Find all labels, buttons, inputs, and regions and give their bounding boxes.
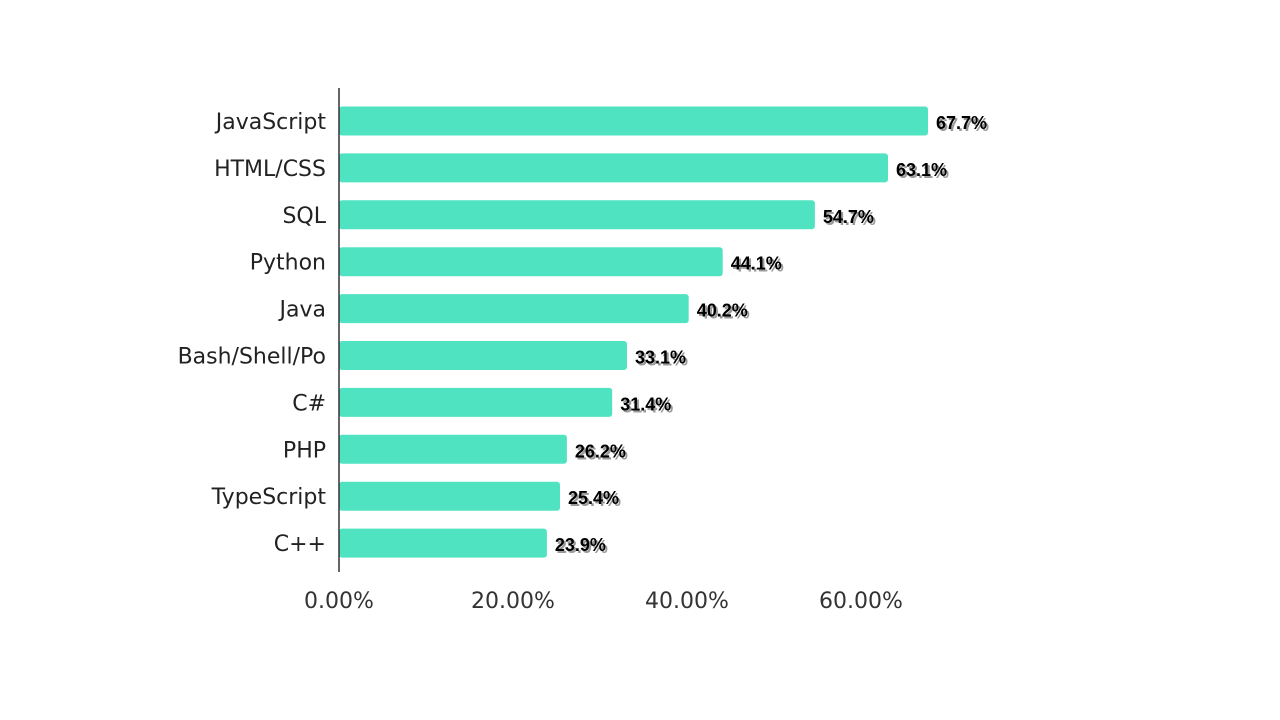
value-label-shadow: 40.2%	[699, 303, 750, 323]
value-label: 33.1%	[635, 348, 686, 368]
value-label-shadow: 54.7%	[825, 209, 876, 229]
category-labels: JavaScript HTML/CSS SQL Python Java Bash/Shel…	[178, 110, 327, 557]
bar-sql	[339, 200, 815, 230]
bar-c	[339, 528, 547, 558]
value-label: 44.1%	[731, 254, 782, 274]
category-label: Python	[250, 251, 326, 276]
x-tick-label: 0.00%	[304, 589, 374, 614]
bars-layer	[339, 106, 928, 558]
category-label: C++	[274, 532, 326, 557]
x-tick-label: 20.00%	[471, 589, 555, 614]
category-label: PHP	[283, 438, 326, 463]
value-label-shadow: 23.9%	[557, 537, 608, 557]
value-label: 63.1%	[896, 160, 947, 180]
value-label: 40.2%	[697, 301, 748, 321]
x-tick-label: 60.00%	[819, 589, 903, 614]
category-label: Java	[278, 298, 326, 323]
value-label-shadow: 31.4%	[622, 396, 673, 416]
category-label: SQL	[282, 204, 326, 229]
category-label: TypeScript	[211, 485, 327, 510]
bar-html-css	[339, 153, 888, 183]
bar-java	[339, 294, 689, 324]
value-label: 25.4%	[568, 488, 619, 508]
value-label: 67.7%	[936, 113, 987, 133]
bar-php	[339, 434, 567, 464]
value-label: 31.4%	[620, 394, 671, 414]
bar-python	[339, 247, 723, 277]
value-labels: 67.7%67.7%63.1%63.1%54.7%54.7%44.1%44.1%…	[555, 113, 989, 557]
value-label: 26.2%	[575, 441, 626, 461]
category-label: HTML/CSS	[214, 157, 326, 182]
value-label-shadow: 33.1%	[637, 350, 688, 370]
x-axis-tick-labels: 0.00% 20.00% 40.00% 60.00%	[304, 589, 903, 614]
category-label: Bash/Shell/Po	[178, 345, 326, 370]
value-label-shadow: 26.2%	[577, 443, 628, 463]
x-tick-label: 40.00%	[645, 589, 729, 614]
value-label-shadow: 67.7%	[938, 115, 989, 135]
value-label-shadow: 25.4%	[570, 490, 621, 510]
value-label: 54.7%	[823, 207, 874, 227]
bar-c	[339, 387, 613, 417]
bar-typescript	[339, 481, 560, 511]
value-label-shadow: 63.1%	[898, 162, 949, 182]
bar-javascript	[339, 106, 928, 136]
value-label: 23.9%	[555, 535, 606, 555]
category-label: JavaScript	[214, 110, 327, 135]
bar-bash-shell-po	[339, 341, 627, 370]
category-label: C#	[292, 391, 326, 416]
value-label-shadow: 44.1%	[733, 256, 784, 276]
